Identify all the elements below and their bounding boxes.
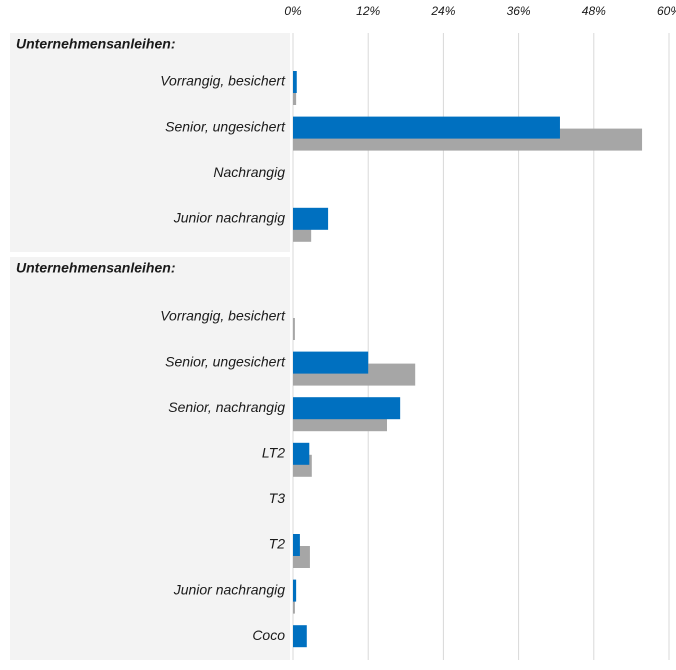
category-label: Senior, nachrangig <box>168 399 285 415</box>
x-tick-label: 48% <box>582 4 606 18</box>
category-label: Junior nachrangig <box>173 210 286 226</box>
category-label: Nachrangig <box>213 164 285 180</box>
category-label: T3 <box>269 490 286 506</box>
bar <box>293 116 560 139</box>
bar <box>293 207 329 230</box>
bar <box>293 71 297 93</box>
x-tick-label: 60% <box>657 4 676 18</box>
x-tick-label: 24% <box>430 4 455 18</box>
group-panel <box>10 33 290 252</box>
category-label: T2 <box>269 536 286 552</box>
bar <box>293 442 310 465</box>
bar <box>293 351 369 374</box>
group-title: Unternehmensanleihen: <box>16 36 175 52</box>
bar <box>293 591 295 614</box>
bar <box>293 397 401 420</box>
x-tick-label: 0% <box>284 4 302 18</box>
bar <box>293 534 300 556</box>
x-tick-label: 36% <box>507 4 531 18</box>
category-label: Senior, ungesichert <box>165 118 286 134</box>
category-label: LT2 <box>262 445 285 461</box>
bar <box>293 318 295 340</box>
category-label: Senior, ungesichert <box>165 353 286 369</box>
category-label: Coco <box>252 627 285 643</box>
bar <box>293 579 297 602</box>
bar <box>293 83 297 105</box>
category-label: Junior nachrangig <box>173 581 286 597</box>
bar <box>293 625 307 648</box>
group-panel <box>10 257 290 660</box>
group-title: Unternehmensanleihen: <box>16 260 175 276</box>
category-label: Vorrangig, besichert <box>160 308 286 324</box>
x-tick-label: 12% <box>356 4 380 18</box>
category-label: Vorrangig, besichert <box>160 73 286 89</box>
